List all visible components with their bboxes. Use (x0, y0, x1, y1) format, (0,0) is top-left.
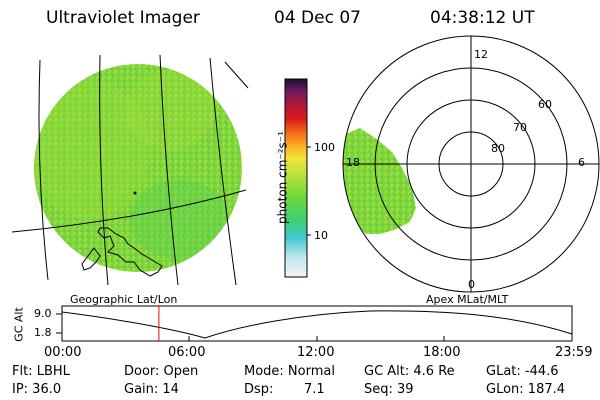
colorbar-unit-label: photon cm⁻²s⁻¹ (275, 131, 290, 224)
timeline-tick-2359: 23:59 (555, 345, 593, 360)
status-filter: Flt: LBHL (12, 364, 70, 379)
colorbar-ticks (307, 146, 311, 236)
polar-grid (342, 35, 600, 293)
colorbar-tick-100: 100 (314, 141, 335, 154)
timeline-ymin: 1.8 (34, 326, 52, 339)
status-door: Door: Open (124, 364, 199, 379)
status-seq: Seq: 39 (364, 382, 414, 397)
status-gain: Gain: 14 (124, 382, 179, 397)
lat-label-70: 70 (513, 121, 527, 134)
lat-label-60: 60 (538, 98, 552, 111)
auroral-image (34, 64, 242, 272)
date-label: 04 Dec 07 (274, 8, 361, 28)
timeline-tick-0600: 06:00 (168, 345, 206, 360)
time-label: 04:38:12 UT (430, 8, 535, 28)
status-glat: GLat: -44.6 (486, 364, 559, 379)
status-dsp-label: Dsp: (244, 382, 274, 397)
status-glon: GLon: 187.4 (486, 382, 566, 397)
polar-auroral-image (343, 128, 416, 234)
instrument-title: Ultraviolet Imager (46, 8, 200, 28)
status-gc-alt: GC Alt: 4.6 Re (364, 364, 455, 379)
mlt-label-0: 0 (468, 278, 475, 291)
status-ip: IP: 36.0 (12, 382, 62, 397)
right-projection-label: Apex MLat/MLT (426, 293, 509, 306)
status-mode: Mode: Normal (244, 364, 335, 379)
coastline (81, 227, 163, 277)
geographic-grid (11, 54, 249, 286)
colorbar-tick-10: 10 (314, 229, 328, 242)
timeline-ymax: 9.0 (34, 307, 52, 320)
lat-label-80: 80 (491, 142, 505, 155)
timeline-tick-0000: 00:00 (44, 345, 82, 360)
status-dsp-value: 7.1 (304, 382, 325, 397)
timeline-ylabel: GC Alt (12, 307, 26, 342)
mlt-label-6: 6 (578, 156, 585, 169)
colorbar (284, 78, 308, 278)
timeline-ticks (56, 313, 445, 341)
left-projection-label: Geographic Lat/Lon (70, 293, 178, 306)
timeline-tick-1200: 12:00 (297, 345, 335, 360)
timeline-tick-1800: 18:00 (423, 345, 461, 360)
altitude-curve (61, 310, 573, 339)
mlt-label-18: 18 (346, 156, 360, 169)
subspacecraft-marker (133, 191, 137, 195)
mlt-label-12: 12 (474, 48, 488, 61)
